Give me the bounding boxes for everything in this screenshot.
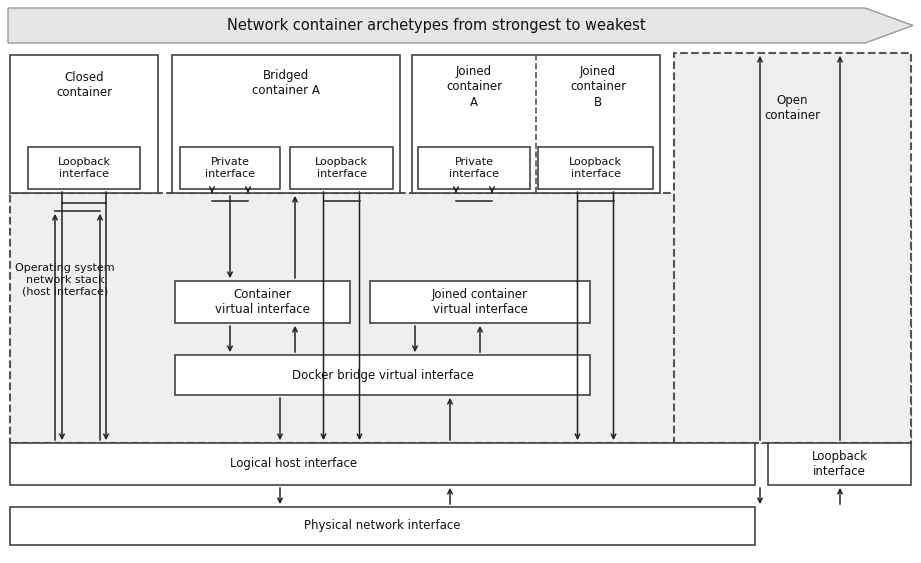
Text: Loopback
interface: Loopback interface [57, 157, 111, 179]
FancyBboxPatch shape [172, 55, 400, 193]
Text: Network container archetypes from strongest to weakest: Network container archetypes from strong… [227, 18, 646, 33]
FancyBboxPatch shape [768, 443, 911, 485]
FancyBboxPatch shape [538, 147, 653, 189]
FancyBboxPatch shape [180, 147, 280, 189]
Text: Joined container
virtual interface: Joined container virtual interface [432, 288, 528, 316]
FancyBboxPatch shape [10, 193, 911, 443]
Text: Closed
container: Closed container [56, 71, 112, 99]
FancyBboxPatch shape [370, 281, 590, 323]
FancyBboxPatch shape [290, 147, 393, 189]
Text: Container
virtual interface: Container virtual interface [216, 288, 310, 316]
Text: Private
interface: Private interface [205, 157, 255, 179]
Text: Physical network interface: Physical network interface [304, 520, 460, 533]
Text: Open
container: Open container [764, 94, 821, 122]
FancyBboxPatch shape [175, 281, 350, 323]
Text: Joined
container
B: Joined container B [570, 65, 626, 109]
Polygon shape [8, 8, 913, 43]
Text: Private
interface: Private interface [449, 157, 499, 179]
FancyBboxPatch shape [10, 55, 158, 193]
FancyBboxPatch shape [175, 355, 590, 395]
Text: Operating system
network stack
(host interface): Operating system network stack (host int… [15, 263, 115, 296]
FancyBboxPatch shape [28, 147, 140, 189]
Text: Joined
container
A: Joined container A [446, 65, 502, 109]
Text: Logical host interface: Logical host interface [229, 458, 356, 471]
Text: Loopback
interface: Loopback interface [315, 157, 368, 179]
FancyBboxPatch shape [674, 53, 911, 443]
FancyBboxPatch shape [10, 507, 755, 545]
FancyBboxPatch shape [10, 443, 755, 485]
FancyBboxPatch shape [418, 147, 530, 189]
Text: Loopback
interface: Loopback interface [569, 157, 622, 179]
Text: Loopback
interface: Loopback interface [811, 450, 868, 478]
Text: Docker bridge virtual interface: Docker bridge virtual interface [292, 369, 473, 382]
Text: Bridged
container A: Bridged container A [252, 69, 320, 97]
FancyBboxPatch shape [412, 55, 660, 193]
